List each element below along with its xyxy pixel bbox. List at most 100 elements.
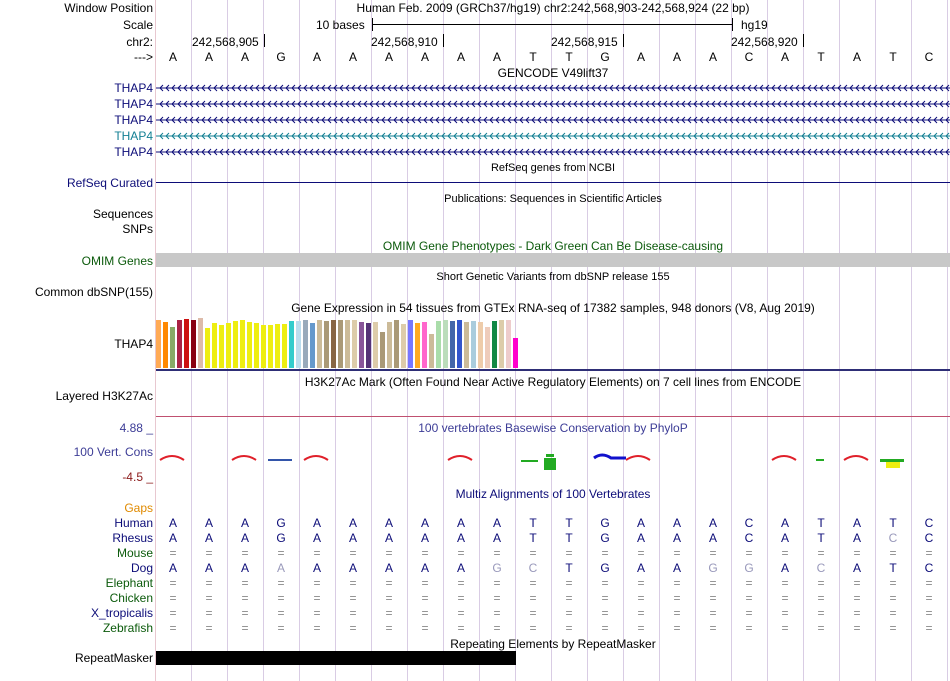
gencode-transcript-label[interactable]: THAP4 (114, 113, 153, 127)
gtex-tissue-bar[interactable] (163, 322, 168, 368)
refseq-track-title: RefSeq genes from NCBI (490, 162, 616, 174)
base-letter: A (636, 50, 645, 64)
alignment-base: = (169, 576, 177, 590)
gtex-expression-bars[interactable] (156, 318, 556, 368)
gencode-transcript-label[interactable]: THAP4 (114, 145, 153, 159)
species-label[interactable]: Dog (130, 561, 153, 575)
gtex-tissue-bar[interactable] (478, 322, 483, 368)
alignment-base: = (565, 621, 573, 635)
gtex-tissue-bar[interactable] (177, 320, 182, 368)
gtex-tissue-bar[interactable] (156, 320, 161, 368)
gtex-tissue-bar[interactable] (422, 322, 427, 368)
gtex-tissue-bar[interactable] (436, 321, 441, 368)
gtex-tissue-bar[interactable] (408, 320, 413, 368)
gtex-tissue-bar[interactable] (457, 320, 462, 368)
gtex-tissue-bar[interactable] (275, 324, 280, 368)
gencode-transcript-label[interactable]: THAP4 (114, 97, 153, 111)
snps-track-label[interactable]: SNPs (122, 222, 153, 236)
gtex-tissue-bar[interactable] (205, 328, 210, 368)
dbsnp-track-label[interactable]: Common dbSNP(155) (34, 285, 153, 299)
alignment-base: = (349, 621, 357, 635)
gtex-tissue-bar[interactable] (513, 338, 518, 368)
gtex-tissue-bar[interactable] (198, 318, 203, 368)
gtex-tissue-bar[interactable] (247, 322, 252, 368)
base-letter: A (672, 50, 681, 64)
gtex-track-label[interactable]: THAP4 (114, 337, 153, 351)
species-label[interactable]: X_tropicalis (90, 606, 153, 620)
gtex-tissue-bar[interactable] (485, 327, 490, 368)
gtex-tissue-bar[interactable] (184, 319, 189, 368)
gtex-tissue-bar[interactable] (366, 323, 371, 368)
repeat-element[interactable] (156, 651, 516, 665)
gtex-tissue-bar[interactable] (331, 320, 336, 368)
gencode-transcript-feature[interactable] (156, 99, 950, 109)
gtex-tissue-bar[interactable] (240, 320, 245, 368)
multiz-track-title: Multiz Alignments of 100 Vertebrates (455, 487, 651, 501)
gtex-tissue-bar[interactable] (471, 321, 476, 368)
gtex-tissue-bar[interactable] (499, 320, 504, 368)
gtex-tissue-bar[interactable] (310, 323, 315, 368)
gtex-tissue-bar[interactable] (359, 322, 364, 368)
h3k27ac-track-label[interactable]: Layered H3K27Ac (55, 389, 153, 403)
gtex-tissue-bar[interactable] (429, 334, 434, 368)
gtex-tissue-bar[interactable] (506, 320, 511, 368)
alignment-base: A (636, 561, 645, 575)
gencode-transcript-feature[interactable] (156, 131, 950, 141)
gtex-tissue-bar[interactable] (254, 323, 259, 368)
sequences-track-label[interactable]: Sequences (92, 207, 153, 221)
scale-text: 10 bases (316, 18, 365, 32)
gtex-tissue-bar[interactable] (394, 320, 399, 368)
gencode-transcript-feature[interactable] (156, 147, 950, 157)
gtex-tissue-bar[interactable] (352, 320, 357, 368)
gtex-tissue-bar[interactable] (233, 321, 238, 368)
species-label[interactable]: Mouse (116, 546, 153, 560)
cons-track-label[interactable]: 100 Vert. Cons (73, 445, 153, 459)
gtex-tissue-bar[interactable] (345, 320, 350, 368)
alignment-base: = (205, 546, 213, 560)
species-label[interactable]: Human (114, 516, 153, 530)
cons-logo[interactable] (156, 448, 950, 474)
species-label[interactable]: Zebrafish (102, 621, 153, 635)
alignment-base: = (709, 606, 717, 620)
gtex-tissue-bar[interactable] (492, 321, 497, 368)
gencode-transcript-label[interactable]: THAP4 (114, 81, 153, 95)
gencode-transcript-feature[interactable] (156, 83, 950, 93)
refseq-feature-line[interactable] (156, 182, 950, 183)
species-label[interactable]: Rhesus (112, 531, 153, 545)
gtex-tissue-bar[interactable] (415, 323, 420, 368)
gtex-tissue-bar[interactable] (387, 322, 392, 368)
gencode-transcript-label[interactable]: THAP4 (114, 129, 153, 143)
gtex-tissue-bar[interactable] (464, 322, 469, 368)
repeatmasker-track-label[interactable]: RepeatMasker (74, 651, 153, 665)
species-label[interactable]: Chicken (109, 591, 153, 605)
gtex-tissue-bar[interactable] (373, 322, 378, 368)
alignment-base: = (925, 621, 933, 635)
gencode-transcript-feature[interactable] (156, 115, 950, 125)
gtex-tissue-bar[interactable] (443, 320, 448, 368)
gtex-tissue-bar[interactable] (219, 325, 224, 368)
gtex-tissue-bar[interactable] (324, 321, 329, 368)
gtex-tissue-bar[interactable] (268, 325, 273, 368)
gtex-tissue-bar[interactable] (226, 323, 231, 368)
omim-feature-bar[interactable] (156, 253, 950, 267)
gtex-tissue-bar[interactable] (282, 324, 287, 368)
gtex-tissue-bar[interactable] (317, 320, 322, 368)
gtex-tissue-bar[interactable] (303, 320, 308, 368)
omim-track-label[interactable]: OMIM Genes (81, 254, 153, 268)
gtex-tissue-bar[interactable] (191, 320, 196, 368)
gtex-tissue-bar[interactable] (338, 320, 343, 368)
alignment-base: C (816, 561, 826, 575)
gtex-tissue-bar[interactable] (450, 321, 455, 368)
gtex-tissue-bar[interactable] (289, 321, 294, 368)
gtex-tissue-bar[interactable] (401, 324, 406, 368)
refseq-track-label[interactable]: RefSeq Curated (66, 176, 153, 190)
gtex-tissue-bar[interactable] (380, 332, 385, 368)
base-guide-line (587, 0, 588, 681)
gtex-tissue-bar[interactable] (261, 325, 266, 368)
species-label[interactable]: Elephant (105, 576, 153, 590)
base-letter: C (744, 50, 754, 64)
gtex-tissue-bar[interactable] (212, 323, 217, 368)
gtex-tissue-bar[interactable] (170, 327, 175, 368)
gtex-tissue-bar[interactable] (296, 321, 301, 368)
